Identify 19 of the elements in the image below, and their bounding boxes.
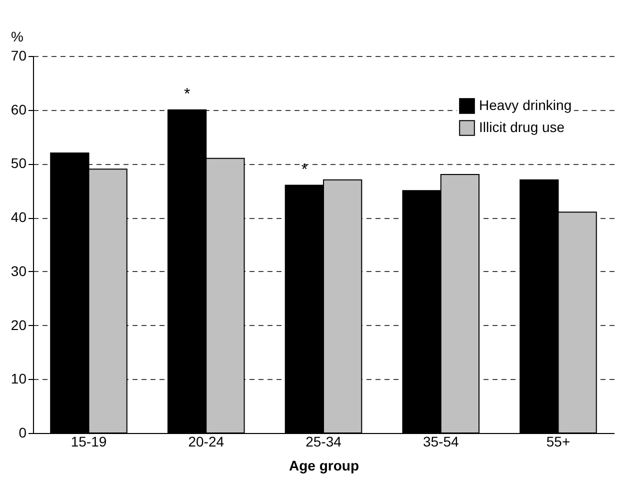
legend-label: Heavy drinking (479, 97, 572, 113)
y-tick-label: 50 (10, 155, 27, 172)
y-tick-label: 40 (10, 209, 27, 226)
y-axis-title: % (11, 28, 24, 44)
x-tick-label: 15-19 (70, 434, 107, 450)
y-tick-label: 30 (10, 262, 27, 279)
y-tick-label: 20 (10, 316, 27, 333)
x-tick-label: 35-54 (422, 434, 459, 450)
x-axis-title: Age group (289, 458, 359, 474)
x-tick-label: 25-34 (306, 434, 342, 450)
x-tick-label: 20-24 (188, 434, 224, 450)
annotation: * (301, 161, 308, 178)
annotation: * (184, 86, 190, 103)
x-tick-label: 55+ (546, 434, 570, 450)
y-tick-label: 60 (10, 101, 27, 118)
y-tick-label: 10 (10, 370, 27, 387)
y-tick-label: 0 (18, 424, 27, 440)
legend-label: Illicit drug use (479, 119, 565, 135)
y-tick-label: 70 (10, 48, 27, 64)
